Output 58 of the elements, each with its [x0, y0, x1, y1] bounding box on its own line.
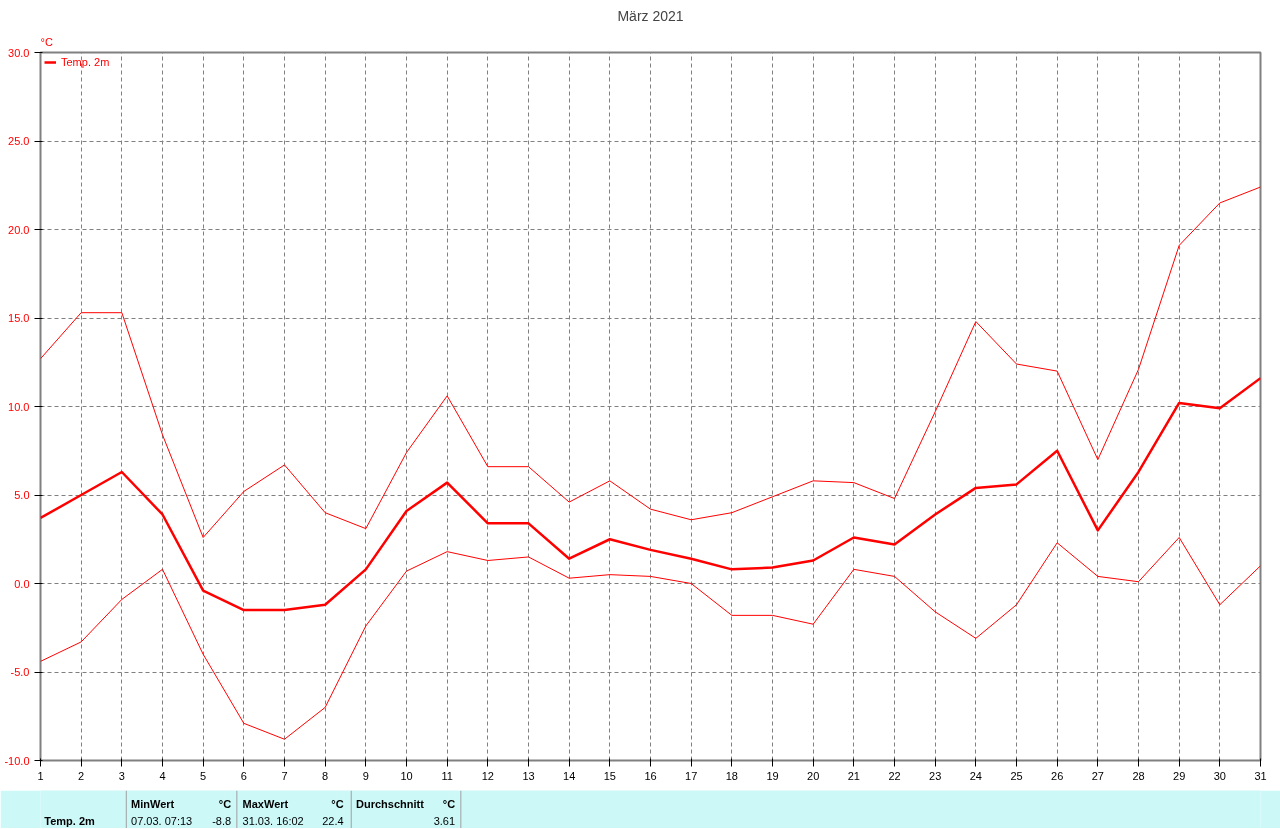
x-tick-label: 18 — [725, 769, 738, 782]
text: 31.03. 16:02 — [242, 814, 304, 827]
x-tick-label: 4 — [159, 769, 166, 782]
x-tick-label: 20 — [807, 769, 820, 782]
x-tick-label: 24 — [969, 769, 982, 782]
legend-label: Temp. 2m — [61, 56, 110, 68]
x-tick-label: 1 — [37, 769, 44, 782]
x-tick-label: 17 — [685, 769, 698, 782]
y-tick-label: 10.0 — [8, 400, 30, 413]
x-tick-label: 16 — [644, 769, 657, 782]
y-tick-label: -5.0 — [10, 666, 30, 678]
text: 07.03. 07:13 — [131, 814, 193, 827]
chart-title: März 2021 — [617, 7, 684, 24]
x-tick-label: 7 — [281, 769, 288, 782]
x-tick-label: 31 — [1254, 769, 1267, 782]
y-tick-label: 20.0 — [8, 223, 30, 236]
y-tick-label: -10.0 — [4, 754, 30, 767]
x-tick-label: 19 — [766, 769, 779, 782]
text: 3.61 — [433, 814, 456, 827]
line-series — [40, 536, 1261, 740]
text: -8.8 — [212, 814, 232, 827]
x-tick-label: 12 — [481, 769, 494, 782]
x-tick-label: 23 — [929, 769, 942, 782]
x-tick-label: 5 — [200, 769, 207, 782]
x-tick-label: 29 — [1173, 769, 1186, 782]
x-tick-label: 6 — [240, 769, 247, 782]
x-tick-label: 28 — [1132, 769, 1145, 782]
text: °C — [40, 35, 53, 48]
x-tick-label: 9 — [362, 769, 369, 782]
line-series — [40, 376, 1261, 612]
x-tick-label: 22 — [888, 769, 901, 782]
text: °C — [442, 797, 456, 810]
text: MinWert — [131, 797, 175, 810]
x-tick-label: 2 — [78, 769, 85, 782]
text: °C — [218, 797, 232, 810]
text: MaxWert — [242, 797, 289, 810]
line-series — [40, 186, 1261, 538]
x-tick-label: 25 — [1010, 769, 1023, 782]
y-tick-label: 30.0 — [8, 46, 30, 59]
x-tick-label: 26 — [1051, 769, 1064, 782]
text: Temp. 2m — [44, 814, 96, 827]
text: 22.4 — [322, 814, 344, 827]
x-tick-label: 11 — [441, 769, 453, 782]
x-tick-label: 10 — [400, 769, 413, 782]
x-tick-label: 27 — [1091, 769, 1104, 782]
x-tick-label: 13 — [522, 769, 535, 782]
y-tick-label: 0.0 — [14, 577, 30, 590]
x-tick-label: 8 — [322, 769, 329, 782]
y-tick-label: 5.0 — [14, 489, 30, 501]
y-tick-label: 15.0 — [8, 312, 30, 324]
text: Durchschnitt — [355, 797, 425, 810]
x-tick-label: 3 — [118, 769, 125, 782]
x-tick-label: 14 — [563, 769, 576, 782]
x-tick-label: 15 — [603, 769, 616, 782]
y-tick-label: 25.0 — [8, 135, 30, 147]
x-tick-label: 30 — [1213, 769, 1226, 782]
x-tick-label: 21 — [847, 769, 860, 782]
text: °C — [331, 797, 344, 810]
